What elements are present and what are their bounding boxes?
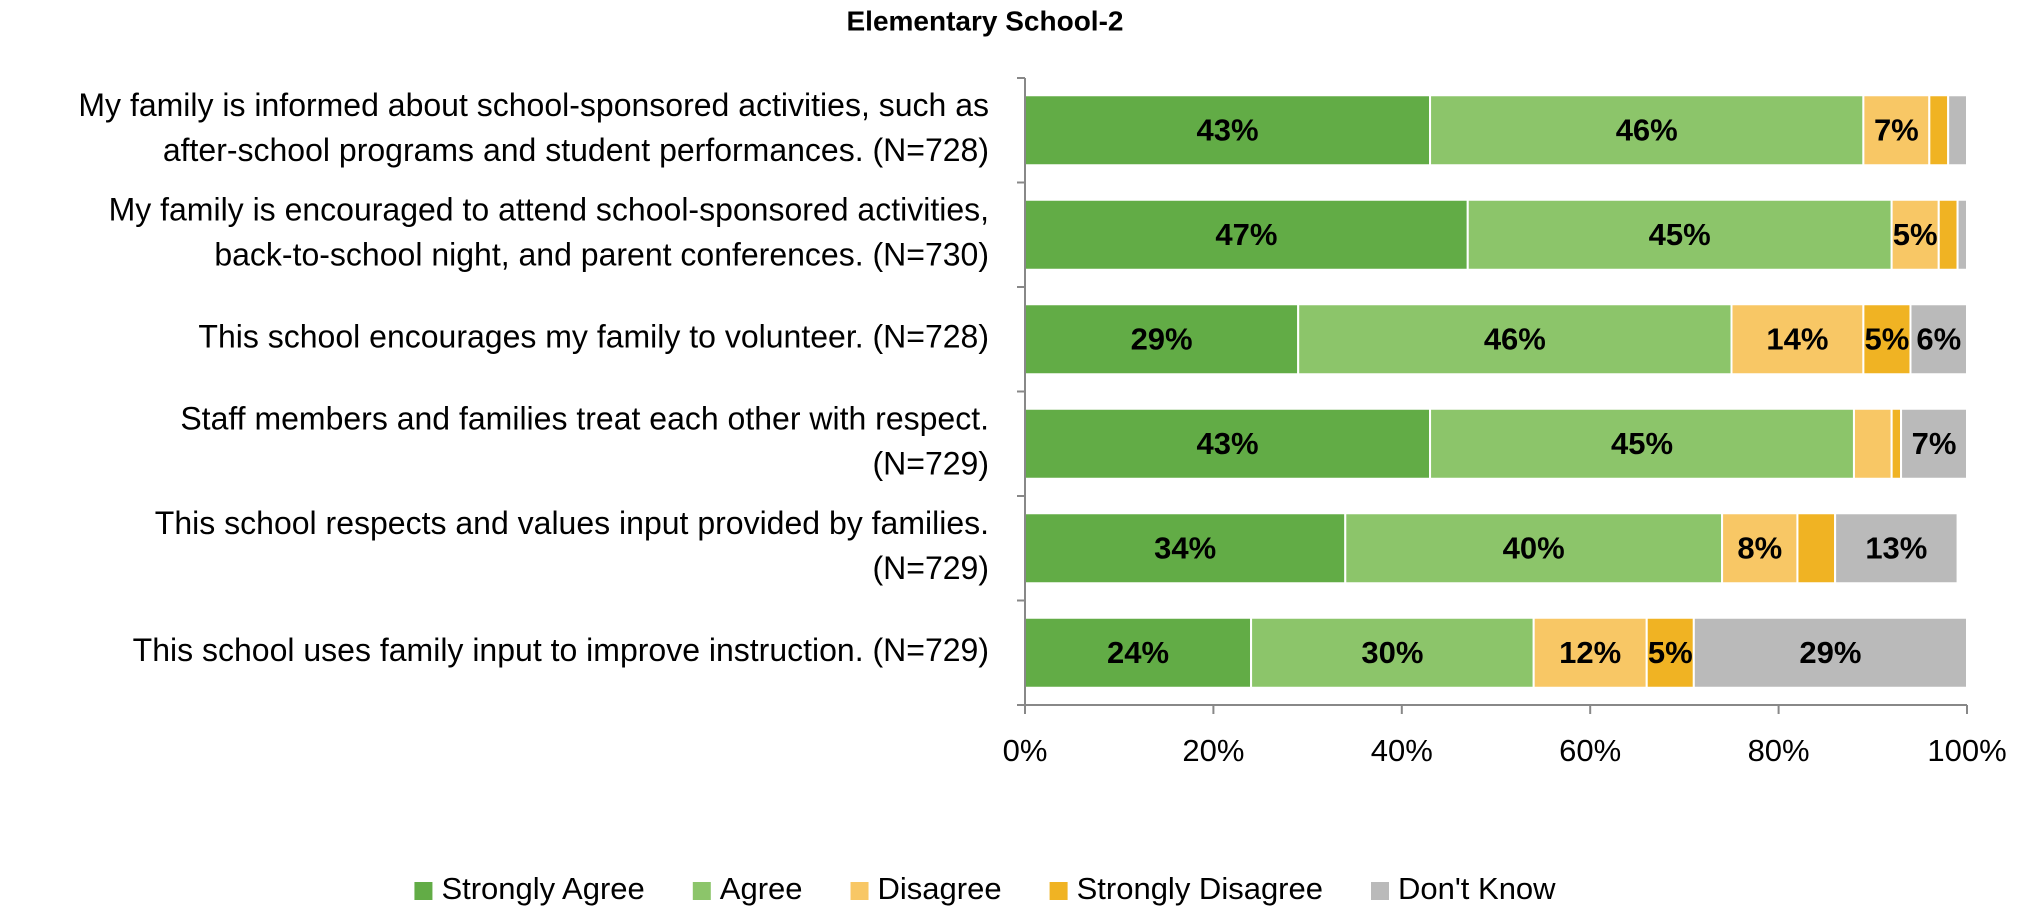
data-label: 46% <box>1616 112 1678 147</box>
data-label: 7% <box>1912 426 1957 461</box>
bar-segment <box>1909 303 1968 376</box>
data-label: 5% <box>1865 321 1910 356</box>
bar-segment <box>1937 198 1959 271</box>
legend-label: Strongly Agree <box>441 871 644 906</box>
bar-segment <box>1024 407 1432 480</box>
category-label: back-to-school night, and parent confere… <box>214 237 989 273</box>
category-label: This school respects and values input pr… <box>155 505 989 541</box>
bar-segment <box>1344 512 1724 585</box>
data-label: 14% <box>1766 321 1828 356</box>
legend-swatch <box>850 882 869 900</box>
category-label: This school encourages my family to volu… <box>198 319 989 355</box>
category-label: My family is encouraged to attend school… <box>109 192 989 228</box>
category-label: (N=729) <box>873 446 990 482</box>
data-label: 43% <box>1197 112 1259 147</box>
bar-segment <box>1532 616 1648 689</box>
bar-segment <box>1429 407 1855 480</box>
legend-swatch <box>1371 882 1389 900</box>
x-tick-label: 80% <box>1748 733 1810 768</box>
data-label: 8% <box>1737 530 1782 565</box>
data-label: 6% <box>1916 321 1961 356</box>
bar-segment <box>1890 198 1940 271</box>
data-label: 29% <box>1799 635 1861 670</box>
bar-segment <box>1721 512 1799 585</box>
x-tick-label: 40% <box>1371 733 1433 768</box>
legend-label: Don't Know <box>1398 871 1556 906</box>
bar-segment <box>1956 198 1968 271</box>
bar-segment <box>1890 407 1903 480</box>
data-label: 45% <box>1611 426 1673 461</box>
legend-label: Agree <box>720 871 803 906</box>
x-tick-label: 20% <box>1182 733 1244 768</box>
category-label: (N=729) <box>873 550 990 586</box>
bar-segment <box>1796 512 1837 585</box>
bar-segment <box>1947 94 1969 167</box>
legend-label: Strongly Disagree <box>1077 871 1323 906</box>
data-label: 40% <box>1503 530 1565 565</box>
data-label: 29% <box>1131 321 1193 356</box>
bar-segment <box>1928 94 1950 167</box>
data-label: 47% <box>1215 217 1277 252</box>
bar-segment <box>1250 616 1535 689</box>
category-label: after-school programs and student perfor… <box>163 132 989 168</box>
bar-segment <box>1024 303 1300 376</box>
data-label: 30% <box>1361 635 1423 670</box>
legend-label: Disagree <box>878 871 1002 906</box>
bar-segment <box>1900 407 1969 480</box>
bar-segment <box>1862 303 1912 376</box>
legend-swatch <box>414 882 433 900</box>
data-label: 46% <box>1484 321 1546 356</box>
bar-segment <box>1730 303 1865 376</box>
data-label: 13% <box>1865 530 1927 565</box>
bar-segment <box>1692 616 1968 689</box>
data-label: 12% <box>1559 635 1621 670</box>
data-label: 7% <box>1874 112 1919 147</box>
bar-segment <box>1024 94 1432 167</box>
category-label: Staff members and families treat each ot… <box>180 401 989 437</box>
data-label: 45% <box>1649 217 1711 252</box>
bar-segment <box>1852 407 1893 480</box>
bar-segment <box>1024 616 1253 689</box>
legend-swatch <box>692 882 711 900</box>
bar-segment <box>1297 303 1733 376</box>
x-tick-label: 0% <box>1003 733 1048 768</box>
data-label: 24% <box>1107 635 1169 670</box>
bar-segment <box>1834 512 1959 585</box>
bar-segment <box>1466 198 1893 271</box>
bar-segment <box>1429 94 1865 167</box>
legend-swatch <box>1049 882 1068 900</box>
category-label: My family is informed about school-spons… <box>78 87 989 123</box>
category-label: This school uses family input to improve… <box>133 632 989 668</box>
chart-title: Elementary School-2 <box>847 5 1124 36</box>
bar-segment <box>1862 94 1931 167</box>
x-tick-label: 60% <box>1559 733 1621 768</box>
x-tick-label: 100% <box>1927 733 2006 768</box>
data-label: 5% <box>1648 635 1693 670</box>
bar-segment <box>1645 616 1695 689</box>
data-label: 34% <box>1154 530 1216 565</box>
data-label: 43% <box>1197 426 1259 461</box>
data-label: 5% <box>1893 217 1938 252</box>
